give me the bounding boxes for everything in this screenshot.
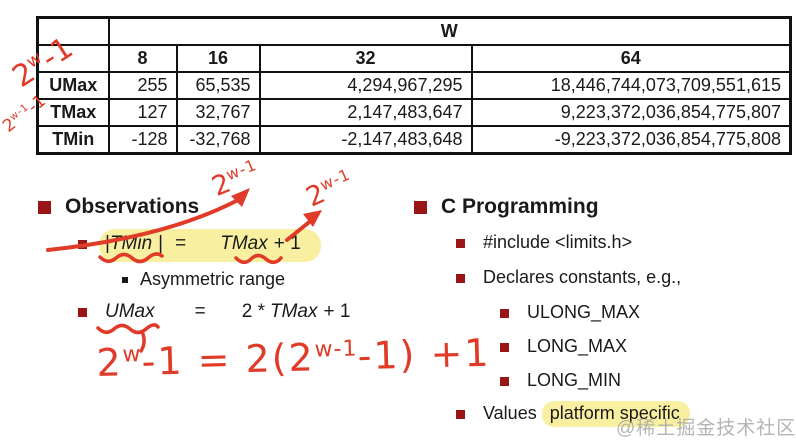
plus-one: + 1 <box>273 233 301 254</box>
col-header-32: 32 <box>258 44 473 73</box>
equals-sign: = <box>175 233 187 254</box>
corner-cell <box>36 44 110 73</box>
bullet-square-icon <box>456 239 465 248</box>
tmin-64: -9,223,372,036,854,775,808 <box>470 125 792 155</box>
values-platform-line: Values platform specific <box>456 401 690 427</box>
c-programming-heading-line: C Programming <box>414 195 599 219</box>
umax-squiggle-underline <box>96 323 160 353</box>
ranges-table: W 8 16 32 64 UMax 255 65,535 4,294,967,2… <box>36 16 792 155</box>
umax-16: 65,535 <box>175 71 261 100</box>
table-row-tmin: TMin -128 -32,768 -2,147,483,648 -9,223,… <box>36 125 792 155</box>
tmax-term: TMax <box>269 301 318 322</box>
row-label-tmax: TMax <box>36 98 110 127</box>
tmax-32: 2,147,483,647 <box>258 98 473 127</box>
declares-line: Declares constants, e.g., <box>456 267 681 288</box>
platform-specific-highlight: platform specific <box>541 401 690 427</box>
plus-one: + 1 <box>323 301 351 322</box>
bullet-square-icon <box>500 377 509 386</box>
long-max-line: LONG_MAX <box>500 336 627 357</box>
corner-cell <box>36 16 110 46</box>
observations-heading-line: Observations <box>38 195 199 219</box>
bullet-square-icon <box>122 277 128 283</box>
tmin-equation-line: |TMin | = TMax + 1 <box>78 229 321 262</box>
values-text: Values platform specific <box>483 401 690 427</box>
long-min-line: LONG_MIN <box>500 370 621 391</box>
tmin-arrowhead-icon <box>231 188 250 207</box>
include-line: #include <limits.h> <box>456 232 632 253</box>
umax-term: UMax <box>105 301 155 322</box>
bullet-square-icon <box>38 201 51 214</box>
umax-equation: UMax = 2 * TMax + 1 <box>105 301 350 323</box>
ulong-max-line: ULONG_MAX <box>500 302 640 323</box>
table-row-umax: UMax 255 65,535 4,294,967,295 18,446,744… <box>36 71 792 100</box>
bullet-square-icon <box>456 274 465 283</box>
coefficient: 2 * <box>241 301 265 322</box>
bullet-square-icon <box>500 343 509 352</box>
tmin-32: -2,147,483,648 <box>258 125 473 155</box>
declares-text: Declares constants, e.g., <box>483 267 682 287</box>
tmax-8: 127 <box>107 98 178 127</box>
values-prefix: Values <box>483 403 537 423</box>
tmin-16: -32,768 <box>175 125 261 155</box>
asymmetric-range-line: Asymmetric range <box>122 269 285 290</box>
annotation-tmin-equals-2w1: 2w-1 <box>207 154 260 203</box>
bullet-square-icon <box>414 201 427 214</box>
annotation-tmax-equals-2w1: 2w-1 <box>301 164 354 214</box>
watermark: @稀土掘金技术社区 <box>616 418 796 439</box>
tmin-term: TMin <box>109 233 153 254</box>
umax-equation-line: UMax = 2 * TMax + 1 <box>78 301 350 323</box>
umax-32: 4,294,967,295 <box>258 71 473 100</box>
long-max-text: LONG_MAX <box>527 336 628 356</box>
tmax-16: 32,767 <box>175 98 261 127</box>
bullet-square-icon <box>78 240 87 249</box>
tmin-equation-highlight: |TMin | = TMax + 1 <box>99 229 321 262</box>
long-min-text: LONG_MIN <box>527 370 622 390</box>
bullet-square-icon <box>456 410 465 419</box>
table-row-group-header: W <box>36 16 792 46</box>
observations-heading: Observations <box>65 195 200 218</box>
tmax-arrowhead-icon <box>303 210 322 227</box>
row-label-umax: UMax <box>36 71 110 100</box>
c-programming-heading: C Programming <box>441 195 599 218</box>
annotation-derivation-formula: 2w-1 = 2(2w-1-1) +1 <box>95 330 492 385</box>
tmax-term: TMax <box>220 233 268 254</box>
table-row-tmax: TMax 127 32,767 2,147,483,647 9,223,372,… <box>36 98 792 127</box>
row-label-tmin: TMin <box>36 125 110 155</box>
bullet-square-icon <box>78 308 87 317</box>
bullet-square-icon <box>500 309 509 318</box>
umax-8: 255 <box>107 71 178 100</box>
asymmetric-range-text: Asymmetric range <box>140 269 286 289</box>
include-text: #include <limits.h> <box>483 232 633 252</box>
ulong-max-text: ULONG_MAX <box>527 302 641 322</box>
table-row-col-headers: 8 16 32 64 <box>36 44 792 73</box>
group-header-w: W <box>107 16 792 46</box>
tmax-64: 9,223,372,036,854,775,807 <box>470 98 792 127</box>
tmin-8: -128 <box>107 125 178 155</box>
col-header-64: 64 <box>470 44 792 73</box>
abs-close: | <box>158 233 164 254</box>
umax-64: 18,446,744,073,709,551,615 <box>470 71 792 100</box>
equals-sign: = <box>194 301 206 322</box>
col-header-8: 8 <box>107 44 178 73</box>
col-header-16: 16 <box>175 44 261 73</box>
